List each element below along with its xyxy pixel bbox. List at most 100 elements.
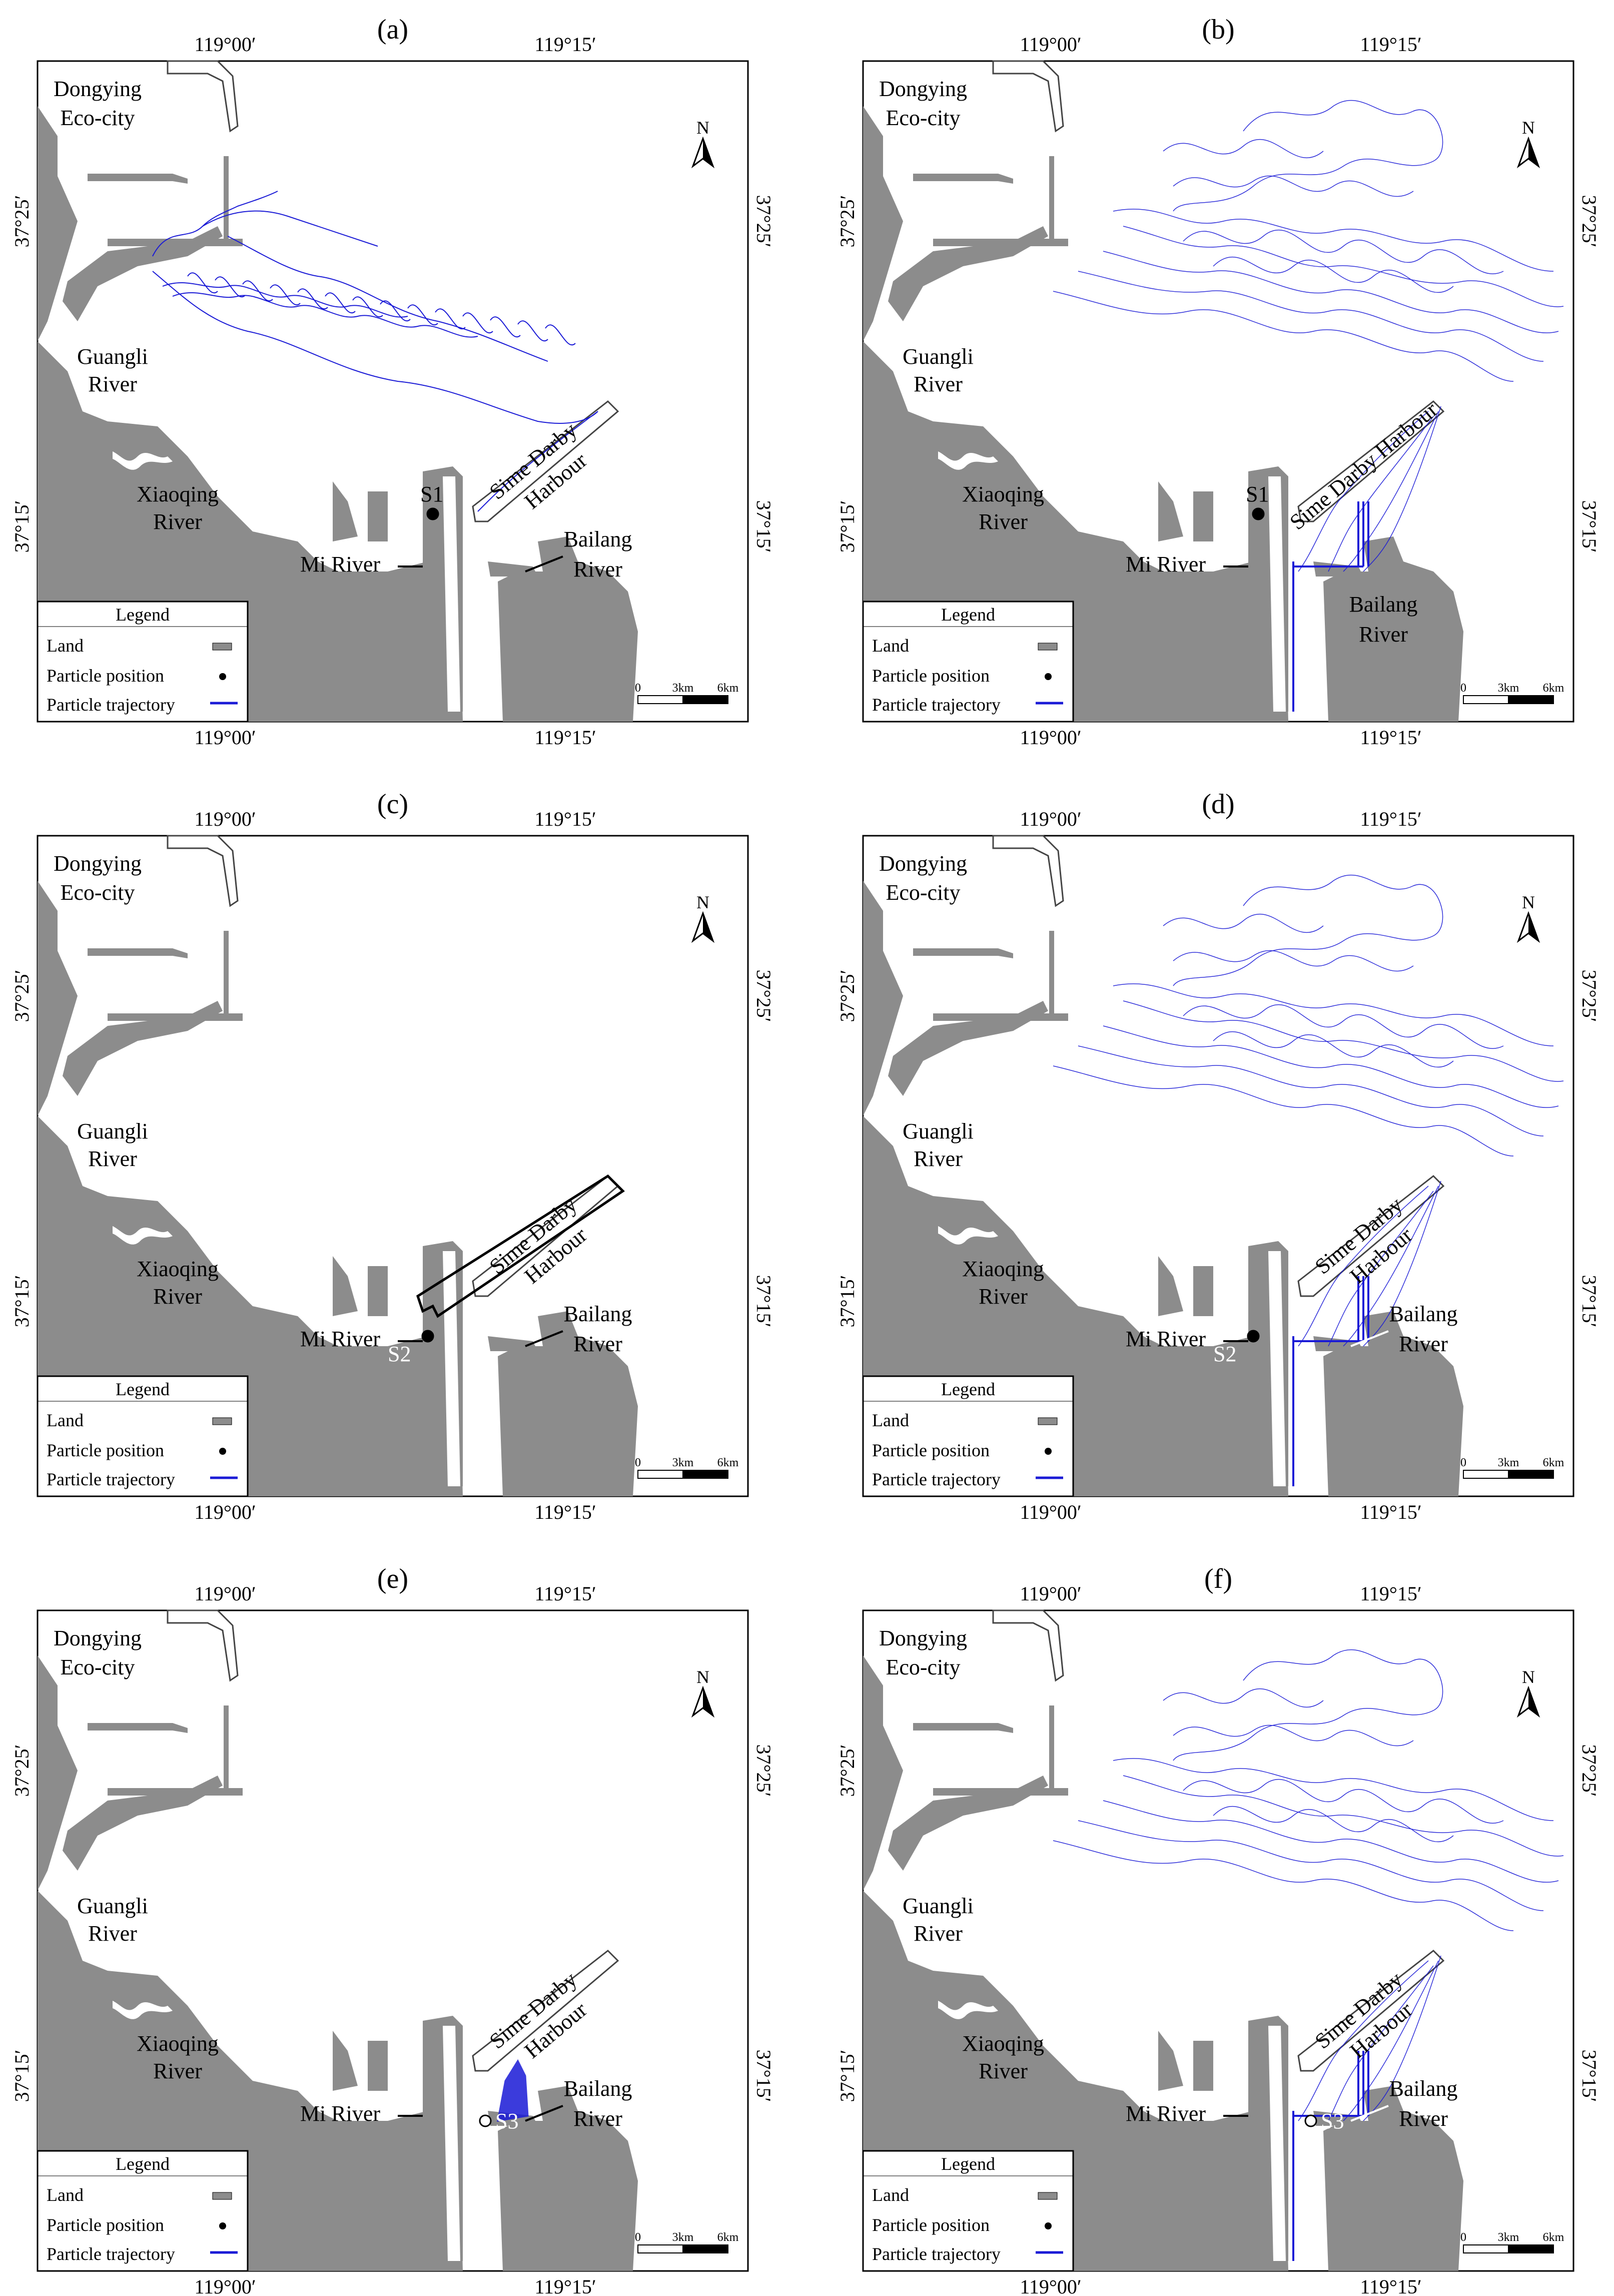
label-mi-river: Mi River	[1126, 2101, 1206, 2126]
label-dongying: Dongying	[54, 851, 142, 876]
label-xiaoqing: Xiaoqing	[962, 482, 1044, 506]
label-bailang-river: River	[573, 1332, 622, 1356]
lat-tick-right-top: 37°25′	[1578, 195, 1600, 248]
legend-particle-trajectory: Particle trajectory	[872, 2244, 1001, 2264]
lat-tick-left-top: 37°25′	[836, 970, 859, 1022]
scale-bar	[637, 1470, 728, 1479]
north-label: N	[696, 118, 709, 138]
scale-tick-6km: 6km	[1543, 2231, 1564, 2244]
station-label: S3	[495, 2109, 518, 2133]
map-panel-d: (d) 119°00′ 119°15′ 119°00′ 119°15′ 37°25′ 37°…	[836, 789, 1600, 1523]
particle-position-marker	[479, 2114, 492, 2127]
label-xiaoqing: Xiaoqing	[137, 482, 219, 506]
label-guangli: Guangli	[903, 344, 974, 369]
scale-bar	[1463, 695, 1554, 704]
lon-tick-bottom-right: 119°15′	[1360, 2275, 1421, 2296]
lon-tick-top-right: 119°15′	[1360, 808, 1421, 830]
lat-tick-right-bottom: 37°15′	[752, 1275, 775, 1328]
label-mi-river: Mi River	[300, 2101, 380, 2126]
label-eco-city: Eco-city	[60, 1655, 135, 1679]
legend-title: Legend	[116, 2154, 170, 2174]
label-guangli-river: River	[914, 1146, 963, 1171]
scale-tick-6km: 6km	[717, 2231, 739, 2244]
label-xiaoqing-river: River	[979, 509, 1028, 534]
panel-label: (e)	[377, 1563, 408, 1594]
label-bailang: Bailang	[564, 2076, 632, 2101]
lat-tick-left-top: 37°25′	[11, 970, 33, 1022]
label-bailang-river: River	[573, 557, 622, 582]
label-bailang: Bailang	[1389, 1302, 1458, 1326]
label-xiaoqing-river: River	[979, 2059, 1028, 2083]
label-xiaoqing: Xiaoqing	[137, 2031, 219, 2056]
legend-particle-trajectory: Particle trajectory	[47, 1469, 175, 1489]
legend-land: Land	[47, 2185, 84, 2205]
station-label: S3	[1321, 2109, 1344, 2133]
lat-tick-right-top: 37°25′	[1578, 1745, 1600, 1797]
legend-title: Legend	[116, 1379, 170, 1399]
lat-tick-right-top: 37°25′	[752, 970, 775, 1022]
lat-tick-right-bottom: 37°15′	[1578, 500, 1600, 553]
legend-title: Legend	[941, 2154, 995, 2174]
scale-bar	[1463, 1470, 1554, 1479]
legend-particle-position: Particle position	[47, 2215, 164, 2235]
scale-bar	[1463, 2244, 1554, 2253]
label-dongying: Dongying	[54, 1626, 142, 1650]
scale-tick-0: 0	[1460, 1456, 1466, 1469]
label-guangli-river: River	[88, 1146, 137, 1171]
label-xiaoqing-river: River	[153, 509, 202, 534]
label-dongying: Dongying	[879, 1626, 967, 1650]
label-mi-river: Mi River	[300, 1327, 380, 1351]
legend-particle-position: Particle position	[47, 666, 164, 686]
lon-tick-top-left: 119°00′	[1020, 1582, 1081, 1605]
label-bailang-river: River	[1359, 622, 1408, 647]
legend-title: Legend	[116, 605, 170, 625]
panel-label: (d)	[1202, 789, 1234, 820]
legend-particle-trajectory: Particle trajectory	[47, 695, 175, 715]
label-mi-river: Mi River	[1126, 1327, 1206, 1351]
lat-tick-right-top: 37°25′	[752, 195, 775, 248]
lat-tick-left-bottom: 37°15′	[836, 2050, 859, 2102]
scale-bar	[637, 695, 728, 704]
lon-tick-top-left: 119°00′	[194, 33, 256, 56]
scale-tick-3km: 3km	[1498, 2231, 1519, 2244]
legend-particle-trajectory: Particle trajectory	[47, 2244, 175, 2264]
lon-tick-top-right: 119°15′	[1360, 33, 1421, 56]
legend-land: Land	[47, 636, 84, 656]
bailang-pointer-arrow	[525, 1330, 563, 1347]
label-xiaoqing: Xiaoqing	[962, 1257, 1044, 1281]
particle-position-marker	[1304, 2114, 1317, 2127]
label-eco-city: Eco-city	[60, 106, 135, 130]
label-bailang-river: River	[573, 2106, 622, 2131]
lon-tick-top-right: 119°15′	[534, 808, 596, 830]
legend-particle-position: Particle position	[872, 1440, 990, 1460]
lon-tick-bottom-left: 119°00′	[194, 1501, 256, 1523]
scale-tick-6km: 6km	[717, 682, 739, 695]
label-dongying: Dongying	[879, 851, 967, 876]
scale-tick-6km: 6km	[1543, 1456, 1564, 1469]
legend-particle-trajectory: Particle trajectory	[872, 695, 1001, 715]
lon-tick-bottom-right: 119°15′	[1360, 1501, 1421, 1523]
label-guangli: Guangli	[903, 1119, 974, 1143]
scale-tick-3km: 3km	[1498, 1456, 1519, 1469]
lat-tick-right-bottom: 37°15′	[752, 2050, 775, 2102]
label-guangli: Guangli	[77, 1894, 148, 1918]
panel-label: (c)	[377, 789, 408, 820]
label-bailang-river: River	[1399, 1332, 1448, 1356]
label-guangli-river: River	[88, 1921, 137, 1946]
label-guangli-river: River	[914, 1921, 963, 1946]
label-bailang: Bailang	[1349, 592, 1418, 617]
lat-tick-left-bottom: 37°15′	[11, 500, 33, 553]
map-panel-e: (e) 119°00′ 119°15′ 119°00′ 119°15′ 37°25′ 37°…	[11, 1563, 775, 2296]
label-mi-river: Mi River	[1126, 552, 1206, 577]
lon-tick-top-left: 119°00′	[1020, 808, 1081, 830]
particle-position-marker	[421, 1330, 434, 1343]
legend-title: Legend	[941, 1379, 995, 1399]
label-eco-city: Eco-city	[886, 1655, 960, 1679]
scale-tick-0: 0	[635, 1456, 641, 1469]
scale-tick-3km: 3km	[672, 682, 694, 695]
legend-particle-trajectory: Particle trajectory	[872, 1469, 1001, 1489]
label-guangli: Guangli	[77, 1119, 148, 1143]
map-panel-a: (a) 119°00′ 119°15′ 119°00′ 119°15′ 37°25′ 37°…	[11, 14, 775, 749]
legend-land: Land	[47, 1410, 84, 1430]
